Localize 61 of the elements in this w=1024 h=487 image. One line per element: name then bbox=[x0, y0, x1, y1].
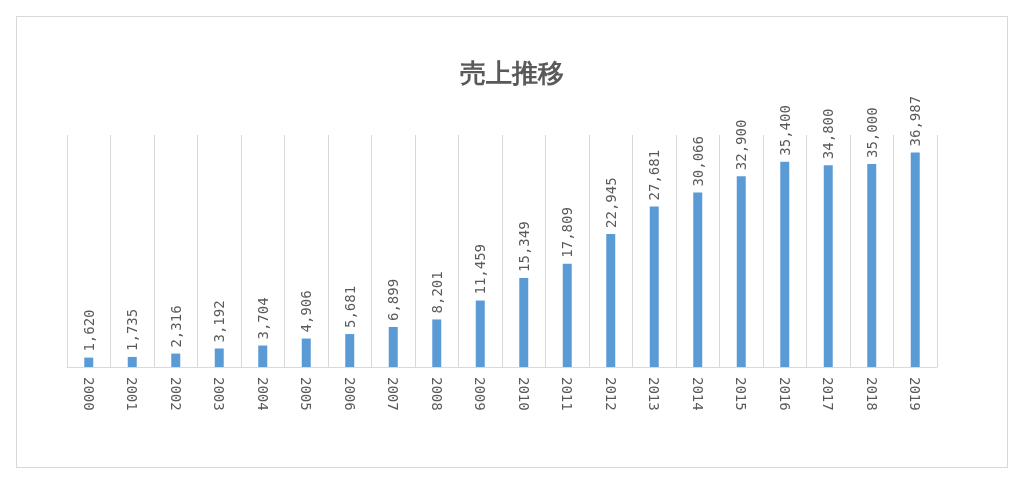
bar bbox=[171, 353, 181, 367]
data-label: 6,899 bbox=[385, 278, 402, 321]
x-tick-label: 2010 bbox=[515, 377, 532, 411]
bar bbox=[301, 338, 311, 367]
data-label: 17,809 bbox=[559, 207, 576, 258]
x-tick-label: 2004 bbox=[254, 377, 271, 411]
bar bbox=[867, 164, 877, 367]
x-tick-label: 2019 bbox=[907, 377, 924, 411]
bar bbox=[693, 192, 703, 367]
bar bbox=[519, 277, 529, 367]
bar bbox=[345, 334, 355, 367]
bar bbox=[127, 356, 137, 367]
data-label: 30,066 bbox=[689, 136, 706, 187]
data-label: 35,400 bbox=[776, 105, 793, 156]
bar bbox=[258, 345, 268, 367]
bar bbox=[736, 176, 746, 367]
data-label: 2,316 bbox=[167, 305, 184, 348]
x-tick-label: 2012 bbox=[602, 377, 619, 411]
x-tick-label: 2002 bbox=[167, 377, 184, 411]
bar bbox=[649, 206, 659, 367]
bar bbox=[432, 319, 442, 367]
bar bbox=[562, 263, 572, 367]
bar bbox=[910, 152, 920, 367]
data-label: 34,800 bbox=[820, 108, 837, 160]
data-label: 11,459 bbox=[472, 243, 489, 295]
data-label: 4,906 bbox=[298, 290, 315, 333]
data-label: 5,681 bbox=[341, 285, 358, 329]
x-tick-label: 2011 bbox=[559, 377, 576, 411]
bar bbox=[214, 348, 224, 367]
bar bbox=[780, 161, 790, 367]
data-label: 32,900 bbox=[733, 119, 750, 171]
data-label: 8,201 bbox=[428, 271, 445, 314]
bar bbox=[823, 165, 833, 367]
data-label: 35,000 bbox=[863, 107, 880, 158]
data-label: 3,704 bbox=[254, 297, 271, 340]
x-tick-label: 2013 bbox=[646, 377, 663, 411]
bar bbox=[84, 357, 94, 367]
x-tick-label: 2018 bbox=[863, 377, 880, 411]
data-label: 15,349 bbox=[515, 221, 532, 272]
bar bbox=[475, 300, 485, 367]
x-tick-label: 2003 bbox=[211, 377, 228, 411]
x-tick-label: 2015 bbox=[733, 377, 750, 411]
bar bbox=[606, 233, 616, 367]
data-label: 27,681 bbox=[646, 149, 663, 201]
x-tick-label: 2016 bbox=[776, 377, 793, 411]
x-tick-label: 2006 bbox=[341, 377, 358, 411]
data-label: 22,945 bbox=[602, 177, 619, 228]
x-tick-label: 2008 bbox=[428, 377, 445, 411]
x-tick-label: 2014 bbox=[689, 377, 706, 411]
chart-title: 売上推移 bbox=[460, 58, 564, 88]
data-label: 36,987 bbox=[907, 95, 924, 147]
x-tick-label: 2001 bbox=[124, 377, 141, 411]
x-tick-label: 2009 bbox=[472, 377, 489, 411]
x-tick-label: 2000 bbox=[80, 377, 97, 411]
bar bbox=[388, 326, 398, 367]
data-label: 3,192 bbox=[211, 300, 228, 343]
x-tick-label: 2017 bbox=[820, 377, 837, 411]
x-tick-label: 2005 bbox=[298, 377, 315, 411]
data-label: 1,735 bbox=[124, 308, 141, 351]
x-tick-label: 2007 bbox=[385, 377, 402, 411]
data-label: 1,620 bbox=[80, 309, 97, 352]
